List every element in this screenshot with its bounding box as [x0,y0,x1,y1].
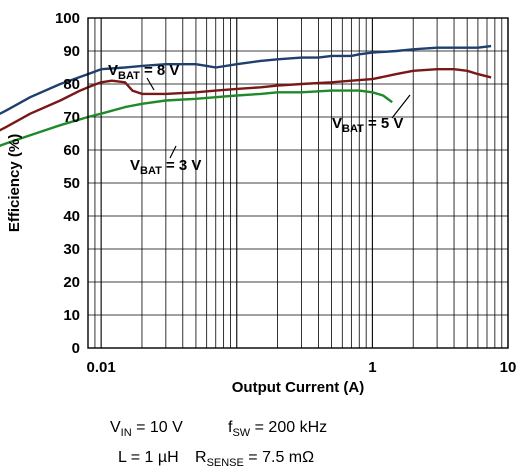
svg-text:VBAT = 3 V: VBAT = 3 V [130,157,201,177]
series-line-2 [0,68,492,132]
tick-labels: 0 10 20 30 40 50 60 70 80 90 100 0.01 1 10 [55,10,516,376]
condition-inductance: L = 1 µH [118,449,179,466]
condition-fsw: fSW = 200 kHz [228,419,327,439]
annotation-vbat-5v: VBAT = 5 V [332,94,411,135]
x-axis-label: Output Current (A) [232,379,364,396]
y-tick-label: 0 [72,340,80,357]
x-tick-label: 0.01 [87,359,116,376]
y-tick-label: 80 [63,76,80,93]
x-tick-label: 10 [500,359,516,376]
y-tick-label: 60 [63,142,80,159]
y-tick-label: 100 [55,10,80,27]
y-tick-label: 20 [63,274,80,291]
annotation-vbat-8v: VBAT = 8 V [108,62,179,91]
y-tick-label: 40 [63,208,80,225]
svg-text:VBAT = 8 V: VBAT = 8 V [108,62,179,82]
y-tick-label: 50 [63,175,80,192]
y-tick-label: 30 [63,241,80,258]
series-line-1 [0,44,492,116]
svg-text:VBAT = 5 V: VBAT = 5 V [332,115,403,135]
y-tick-label: 90 [63,43,80,60]
condition-vin: VIN = 10 V [110,419,183,439]
x-tick-label: 1 [368,359,376,376]
y-tick-label: 70 [63,109,80,126]
plot-frame [87,17,509,349]
y-axis-label: Efficiency (%) [6,134,23,232]
condition-rsense: RSENSE = 7.5 mΩ [195,449,314,467]
series-line-3 [0,89,393,147]
y-tick-label: 10 [63,307,80,324]
series-lines [0,44,492,147]
annotation-vbat-3v: VBAT = 3 V [130,145,201,177]
